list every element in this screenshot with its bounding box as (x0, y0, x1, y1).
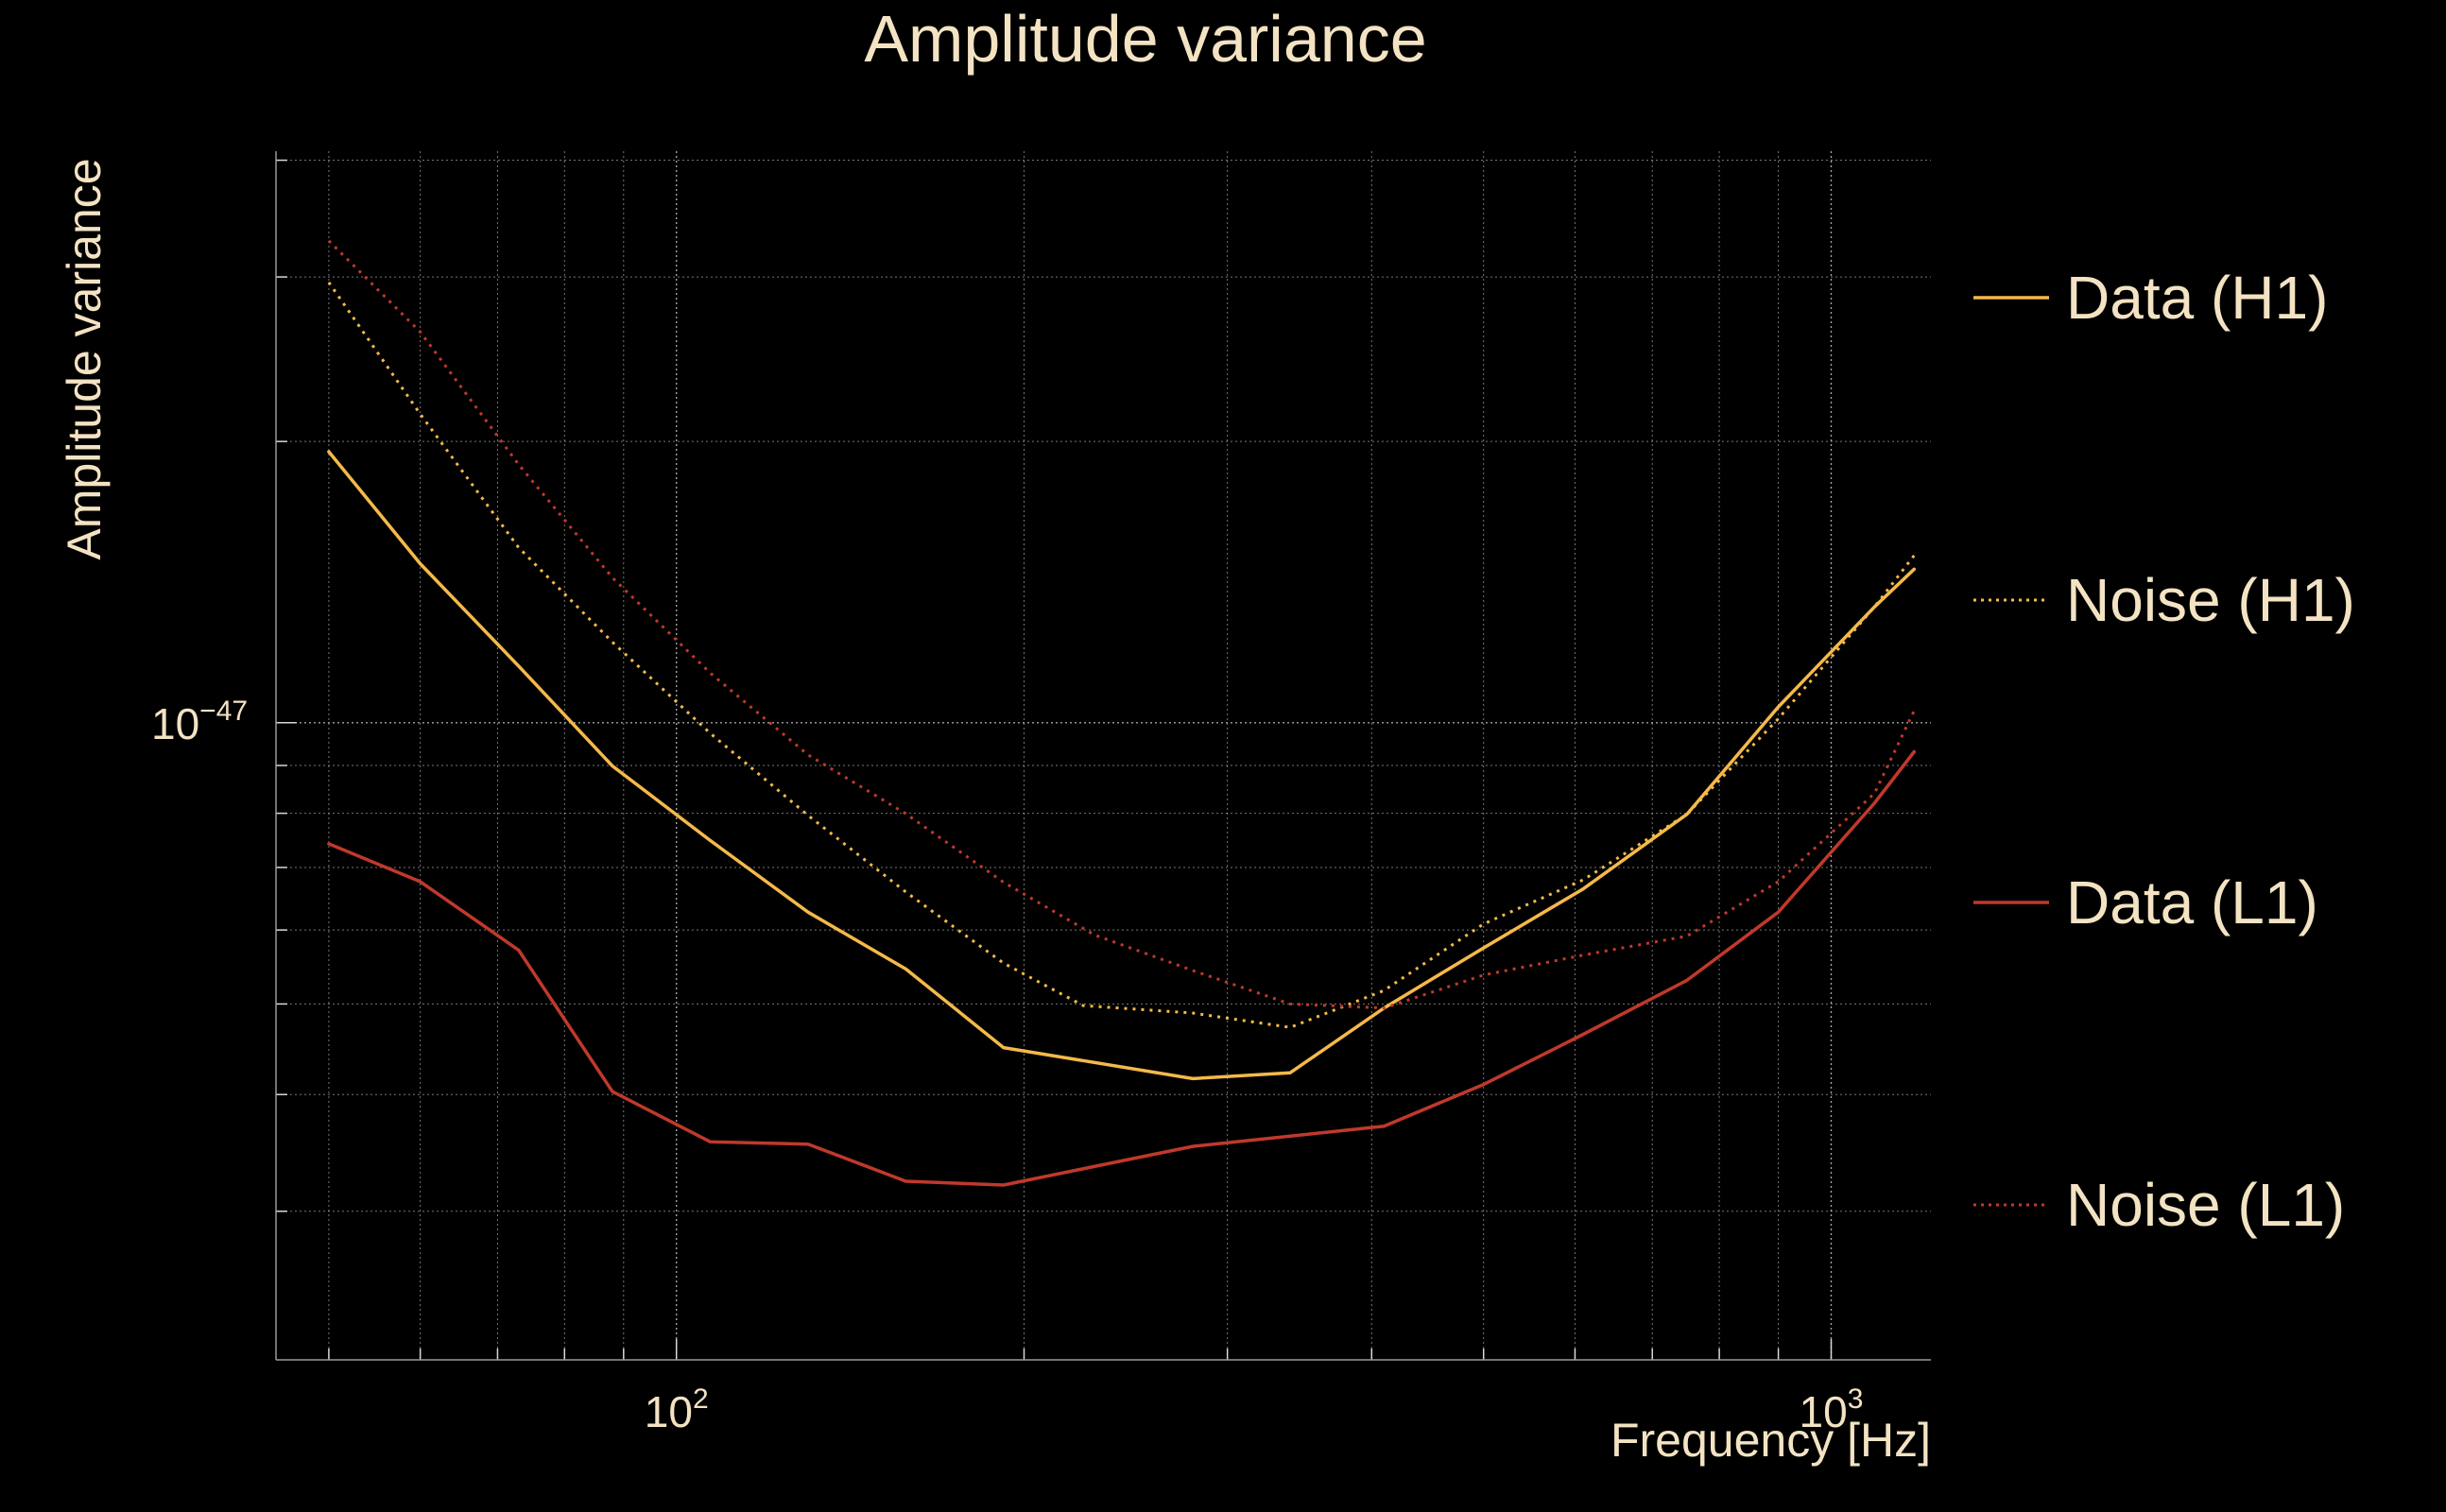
grid-lines (276, 151, 1931, 1360)
legend-label-3: Noise (L1) (2066, 1171, 2345, 1239)
series-line-2 (327, 749, 1917, 1187)
x-axis-label: Frequency [Hz] (1611, 1414, 1931, 1467)
legend-label-0: Data (H1) (2066, 264, 2328, 332)
chart-title: Amplitude variance (864, 2, 1426, 76)
y-tick-label-exponent: −47 (199, 696, 248, 727)
x-tick-label: 102 (645, 1383, 709, 1436)
legend: Data (H1) Noise (H1) Data (L1) Noise (L1) (1973, 264, 2355, 1239)
legend-label-2: Data (L1) (2066, 868, 2318, 936)
series-layer (327, 239, 1917, 1187)
plot-axes (275, 151, 1931, 1361)
x-tick-label: 103 (1800, 1383, 1864, 1436)
y-tick-label: 10−47 (151, 696, 248, 748)
series-line-0 (327, 450, 1917, 1081)
x-tick-label-base: 10 (645, 1387, 693, 1436)
legend-label-1: Noise (H1) (2066, 566, 2355, 634)
x-tick-label-base: 10 (1800, 1387, 1848, 1436)
x-tick-label-exponent: 2 (693, 1383, 709, 1415)
x-tick-label-exponent: 3 (1848, 1383, 1864, 1415)
y-axis-label: Amplitude variance (58, 158, 111, 559)
y-tick-label-base: 10 (151, 699, 199, 748)
